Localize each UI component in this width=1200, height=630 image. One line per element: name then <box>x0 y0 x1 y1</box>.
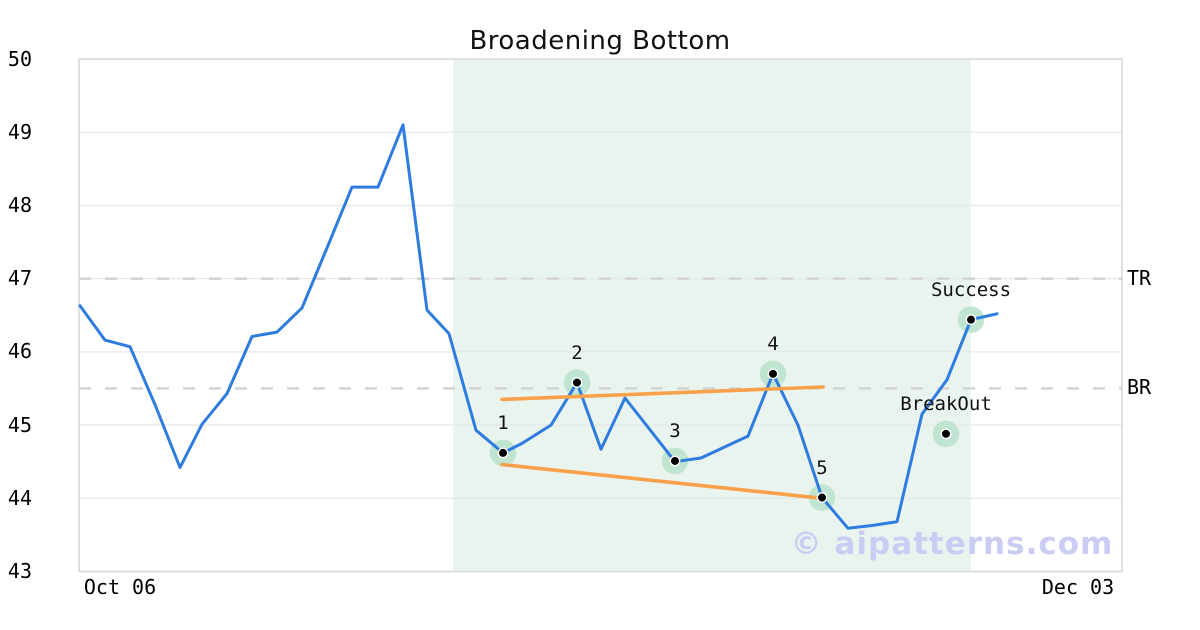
pattern-zone <box>453 60 971 571</box>
x-tick-dec-03: Dec 03 <box>1041 575 1115 599</box>
y-tick-46: 46 <box>7 339 32 364</box>
breakout-level-label: BR <box>1127 375 1152 400</box>
point-label-Success: Success <box>930 278 1012 301</box>
marker-dot-3 <box>669 455 681 467</box>
y-tick-49: 49 <box>7 119 32 144</box>
y-tick-48: 48 <box>7 192 32 217</box>
marker-dot-2 <box>571 377 583 389</box>
y-tick-43: 43 <box>7 559 32 583</box>
point-label-5: 5 <box>816 456 828 479</box>
marker-dot-4 <box>767 368 779 380</box>
marker-dot-BreakOut <box>940 428 952 440</box>
y-tick-45: 45 <box>7 412 32 437</box>
point-label-1: 1 <box>497 411 509 434</box>
marker-dot-5 <box>816 492 828 503</box>
plot-border <box>78 58 1123 573</box>
marker-dot-Success <box>965 314 977 326</box>
chart-title: Broadening Bottom <box>469 26 731 56</box>
point-label-2: 2 <box>571 341 583 364</box>
watermark: © aipatterns.com <box>790 526 1114 562</box>
y-tick-47: 47 <box>7 266 32 291</box>
point-label-3: 3 <box>669 419 681 442</box>
price-line <box>78 123 999 530</box>
point-label-BreakOut: BreakOut <box>900 392 992 415</box>
trendline-upper <box>500 385 825 402</box>
target-level-label: TR <box>1127 265 1152 290</box>
trendline-lower <box>500 462 824 501</box>
marker-dot-1 <box>497 447 509 459</box>
point-label-4: 4 <box>767 332 779 355</box>
y-tick-44: 44 <box>7 485 32 510</box>
x-tick-oct-06: Oct 06 <box>83 575 157 599</box>
y-tick-50: 50 <box>7 46 32 71</box>
